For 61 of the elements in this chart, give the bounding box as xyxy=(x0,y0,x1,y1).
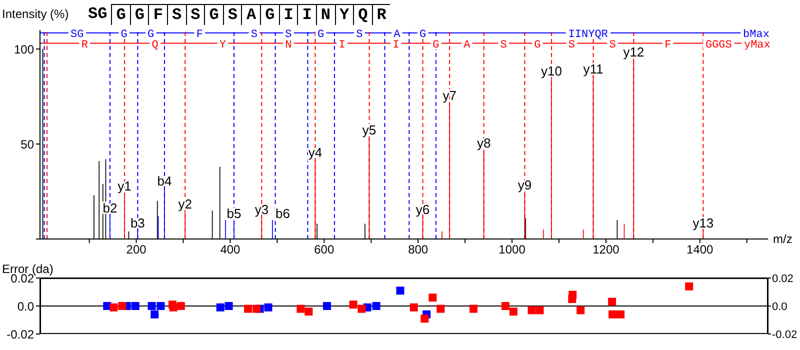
annotation: yMax xyxy=(744,39,771,52)
annotation: I xyxy=(392,39,400,52)
annotation: S xyxy=(609,39,616,52)
y-tick-label: 50 xyxy=(20,137,34,152)
annotation: G xyxy=(318,28,324,41)
annotation: G xyxy=(432,39,440,52)
y-tick-label: 100 xyxy=(14,42,34,56)
annotation: y12 xyxy=(623,44,644,60)
annotation: F xyxy=(664,39,672,52)
annotation: N xyxy=(285,39,292,52)
annotation: Y xyxy=(219,39,226,52)
annotation: F xyxy=(196,28,203,41)
x-tick-label: 600 xyxy=(314,242,334,257)
y-tick-label: -0.02 xyxy=(6,327,34,342)
annotation: S xyxy=(500,39,508,52)
y2-tick-label: 0.0 xyxy=(772,300,788,313)
x-tick-label: 200 xyxy=(126,242,147,257)
annotation: y4 xyxy=(308,145,322,160)
y-axis-title: Intensity (%) xyxy=(2,7,69,21)
annotation: bMax xyxy=(743,28,770,41)
x-tick-label: 1000 xyxy=(498,242,526,257)
annotation: y5 xyxy=(362,122,376,138)
annotation: y13 xyxy=(692,216,714,230)
annotation: GGGS xyxy=(705,39,732,52)
annotation: A xyxy=(464,39,471,52)
annotation: y9 xyxy=(518,178,532,192)
text: SG G G F S S G S A G I I N Y Q R xyxy=(88,5,386,24)
annotation: y7 xyxy=(442,88,456,104)
y2-tick-label: -0.02 xyxy=(772,328,798,341)
annotation: S xyxy=(568,39,576,52)
annotation: y10 xyxy=(540,64,562,78)
annotation: S xyxy=(285,28,292,41)
annotation: I xyxy=(338,39,346,52)
annotation: Q xyxy=(152,39,159,52)
annotation: b5 xyxy=(226,206,242,221)
annotation: S xyxy=(250,28,258,41)
annotation: IINYQR xyxy=(568,28,608,41)
annotation: A xyxy=(394,28,401,41)
annotation: G xyxy=(120,28,128,41)
annotation: y3 xyxy=(254,202,269,218)
annotation: G xyxy=(534,39,541,52)
x-tick-label: 800 xyxy=(408,242,428,257)
annotation: G xyxy=(148,28,154,41)
y2-tick-label: 0.02 xyxy=(772,272,794,285)
annotation: b4 xyxy=(157,174,172,189)
annotation: y1 xyxy=(118,178,132,194)
x-tick-label: 1400 xyxy=(686,242,714,257)
annotation: b3 xyxy=(130,216,145,230)
annotation: y6 xyxy=(416,202,430,218)
y-tick-label: 0.0 xyxy=(17,299,34,314)
x-axis-title: m/z xyxy=(773,232,792,246)
annotation: y8 xyxy=(476,136,491,151)
annotation: SG xyxy=(70,28,84,41)
annotation: y11 xyxy=(583,62,604,77)
annotation: y2 xyxy=(178,196,192,212)
annotation: G xyxy=(419,28,426,41)
annotation: S xyxy=(356,28,364,41)
annotation: b6 xyxy=(275,206,290,221)
annotation: R xyxy=(81,39,88,52)
x-tick-label: 400 xyxy=(220,242,241,257)
x-tick-label: 1200 xyxy=(592,242,620,257)
